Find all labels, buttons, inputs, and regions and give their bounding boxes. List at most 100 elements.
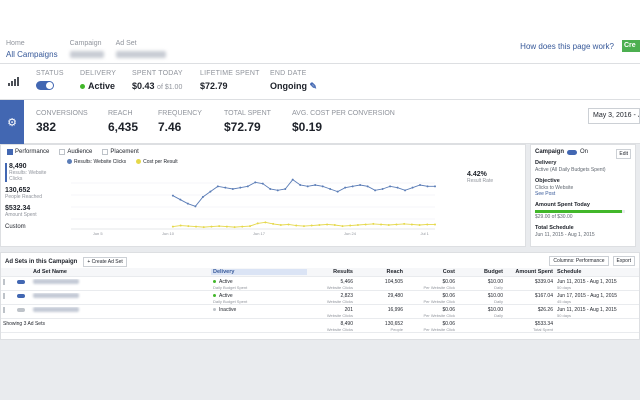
- adset-name-redacted[interactable]: [115, 51, 166, 58]
- create-adset-button[interactable]: + Create Ad Set: [83, 257, 127, 267]
- help-link[interactable]: How does this page work?: [520, 42, 614, 51]
- table-row[interactable]: Inactive 201 Website Clicks 16,996 $0.06 Per …: [1, 305, 639, 319]
- side-schedule-text: Jun 11, 2015 - Aug 1, 2015: [535, 232, 595, 238]
- schedule-sub: 50 days: [557, 313, 572, 318]
- col-amount-spent[interactable]: Amount Spent: [515, 269, 553, 275]
- results-series-point: [351, 185, 354, 188]
- tab-placement[interactable]: Placement: [102, 149, 139, 155]
- breadcrumb-home[interactable]: Home All Campaigns: [6, 40, 58, 59]
- table-row[interactable]: Active Daily Budget Spent 5,466 Website Cli…: [1, 277, 639, 291]
- row-toggle[interactable]: [15, 279, 31, 285]
- breadcrumb: Home All Campaigns Campaign Ad Set: [6, 40, 166, 59]
- budget[interactable]: $10.00 Daily: [457, 293, 505, 304]
- cost-series-point: [418, 224, 421, 226]
- campaign-toggle[interactable]: [567, 149, 578, 155]
- legend-cost[interactable]: Cost per Result: [136, 159, 178, 165]
- tab-audience[interactable]: Audience: [59, 149, 92, 155]
- adsets-table-panel: Ad Sets in this Campaign + Create Ad Set…: [0, 252, 640, 340]
- reach: 104,505: [355, 279, 405, 285]
- toggle-icon[interactable]: [17, 293, 25, 298]
- results-series-point: [306, 185, 309, 188]
- see-post-link[interactable]: See Post: [535, 191, 556, 197]
- custom-label: Custom: [5, 224, 26, 230]
- cost-series-point: [372, 222, 375, 225]
- results-series-point: [434, 185, 436, 188]
- adset-name-redacted[interactable]: [33, 279, 79, 284]
- total-spent-metric: TOTAL SPENT $72.79: [224, 110, 271, 134]
- col-schedule[interactable]: Schedule: [557, 269, 582, 275]
- col-adset-name[interactable]: Ad Set Name: [33, 269, 67, 275]
- col-cost[interactable]: Cost: [442, 269, 455, 275]
- results-series-point: [396, 186, 399, 189]
- col-delivery[interactable]: Delivery: [211, 269, 307, 275]
- checkbox-icon[interactable]: [3, 307, 5, 313]
- total-reach-sub: People: [390, 327, 403, 332]
- table-row[interactable]: Active Daily Budget Spent 2,823 Website Cli…: [1, 291, 639, 305]
- settings-gear-icon[interactable]: ⚙: [0, 100, 24, 144]
- adset-name[interactable]: [31, 279, 211, 286]
- tab-performance[interactable]: Performance: [7, 149, 49, 155]
- stat-custom[interactable]: Custom: [5, 223, 55, 230]
- col-reach[interactable]: Reach: [386, 269, 403, 275]
- side-objective-text: Clicks to Website: [535, 185, 574, 191]
- toggle-icon[interactable]: [17, 279, 25, 284]
- breadcrumb-campaign[interactable]: Campaign: [69, 40, 104, 59]
- budget-value: $10.00: [487, 293, 503, 299]
- row-checkbox[interactable]: [1, 293, 15, 299]
- budget[interactable]: $10.00 Daily: [457, 307, 505, 318]
- side-schedule-title: Total Schedule: [535, 225, 574, 231]
- date-range-picker[interactable]: May 3, 2016 - J: [588, 108, 640, 124]
- export-button[interactable]: Export: [612, 256, 635, 266]
- columns-dropdown[interactable]: Columns: Performance: [549, 256, 609, 266]
- stat-spent[interactable]: $532.34 Amount Spent: [5, 205, 55, 218]
- table-actions: Columns: Performance Export: [549, 256, 635, 266]
- total-label: Showing 3 Ad Sets: [1, 321, 307, 327]
- checkbox-icon[interactable]: [3, 293, 5, 299]
- row-checkbox[interactable]: [1, 307, 15, 313]
- create-button[interactable]: Cre: [622, 40, 640, 52]
- breadcrumb-adset[interactable]: Ad Set: [115, 40, 166, 59]
- amount-spent: $26.26: [505, 307, 555, 313]
- col-results[interactable]: Results: [333, 269, 353, 275]
- amount-progress-bar: [535, 210, 625, 213]
- checkbox-icon[interactable]: [102, 149, 109, 155]
- col-budget[interactable]: Budget: [484, 269, 503, 275]
- schedule-value: Jun 11, 2015 - Aug 1, 2015: [557, 307, 617, 313]
- checkbox-icon[interactable]: [3, 279, 5, 285]
- stat-results[interactable]: 8,490 Results: Website Clicks: [5, 163, 55, 182]
- adset-name-redacted[interactable]: [33, 293, 79, 298]
- side-delivery-title: Delivery: [535, 160, 557, 166]
- toggle-icon[interactable]: [17, 307, 25, 312]
- campaign-name-redacted[interactable]: [69, 51, 104, 58]
- checkbox-icon[interactable]: [7, 149, 13, 155]
- side-objective-title: Objective: [535, 178, 560, 184]
- row-toggle[interactable]: [15, 293, 31, 299]
- row-toggle[interactable]: [15, 307, 31, 313]
- adset-name[interactable]: [31, 293, 211, 300]
- adset-name[interactable]: [31, 307, 211, 314]
- budget-sub: Daily: [494, 299, 503, 304]
- results-series-point: [216, 185, 219, 188]
- legend-results[interactable]: Results: Website Clicks: [67, 159, 126, 165]
- result-rate-label: Result Rate: [467, 178, 494, 184]
- edit-button[interactable]: Edit: [616, 149, 631, 159]
- performance-chart[interactable]: Jun 5 Jun 10 Jun 17 Jun 24 Jul 1: [59, 159, 459, 245]
- results-series-point: [201, 196, 204, 198]
- legend-results-swatch: [67, 159, 72, 165]
- stat-reach[interactable]: 130,652 People Reached: [5, 187, 55, 200]
- budget-value: $10.00: [487, 279, 503, 285]
- pencil-icon[interactable]: ✎: [309, 81, 318, 91]
- row-checkbox[interactable]: [1, 279, 15, 285]
- budget[interactable]: $10.00 Daily: [457, 279, 505, 290]
- status-toggle[interactable]: [36, 81, 54, 90]
- reach-value: 16,996: [387, 307, 403, 313]
- results-series-point: [224, 186, 227, 189]
- checkbox-icon[interactable]: [59, 149, 66, 155]
- cost-series-point: [218, 225, 221, 228]
- reach-metric: REACH 6,435: [108, 110, 138, 134]
- end-date-cell: END DATE Ongoing ✎: [270, 70, 317, 92]
- total-results-value: 8,490: [340, 321, 353, 327]
- breadcrumb-all-campaigns[interactable]: All Campaigns: [6, 50, 58, 59]
- adset-name-redacted[interactable]: [33, 307, 79, 312]
- side-objective: Objective Clicks to Website See Post: [535, 178, 631, 197]
